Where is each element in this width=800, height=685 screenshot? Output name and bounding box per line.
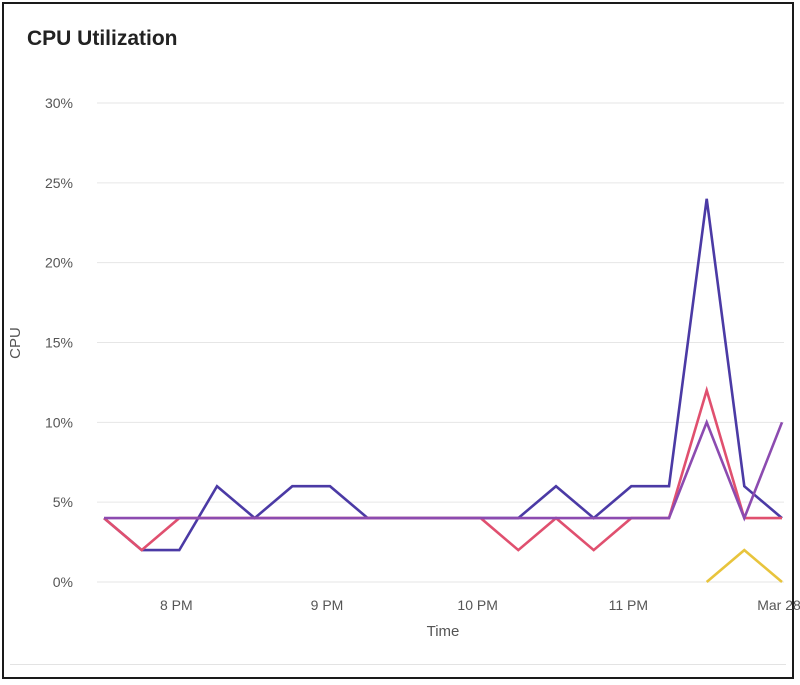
series-line	[103, 385, 782, 552]
x-axis-label: Time	[427, 623, 460, 640]
chart-title: CPU Utilization	[27, 27, 178, 50]
series-line	[103, 198, 783, 552]
series-line	[104, 418, 784, 522]
x-tick-label: 11 PM	[609, 597, 648, 613]
series-lines	[103, 198, 784, 583]
chart-panel: CPU Utilization	[2, 2, 794, 679]
series-line	[705, 548, 783, 583]
x-tick-label: 9 PM	[311, 597, 344, 613]
x-tick-label: 10 PM	[457, 597, 497, 613]
y-tick-label: 25%	[45, 175, 73, 191]
x-tick-label: 8 PM	[160, 597, 193, 613]
y-tick-label: 30%	[45, 95, 73, 111]
y-tick-label: 20%	[45, 255, 73, 271]
grid-lines	[97, 102, 784, 583]
y-tick-label: 15%	[45, 335, 73, 351]
bottom-divider	[10, 664, 786, 665]
y-tick-label: 10%	[45, 414, 73, 430]
y-axis: 0% 5% 10% 15% 20% 25% 30%	[45, 95, 73, 590]
y-axis-label: CPU	[7, 327, 24, 359]
y-tick-label: 0%	[53, 574, 73, 590]
x-tick-label: Mar 28	[757, 597, 800, 613]
x-axis: 8 PM 9 PM 10 PM 11 PM Mar 28	[160, 597, 800, 613]
y-tick-label: 5%	[53, 494, 73, 510]
